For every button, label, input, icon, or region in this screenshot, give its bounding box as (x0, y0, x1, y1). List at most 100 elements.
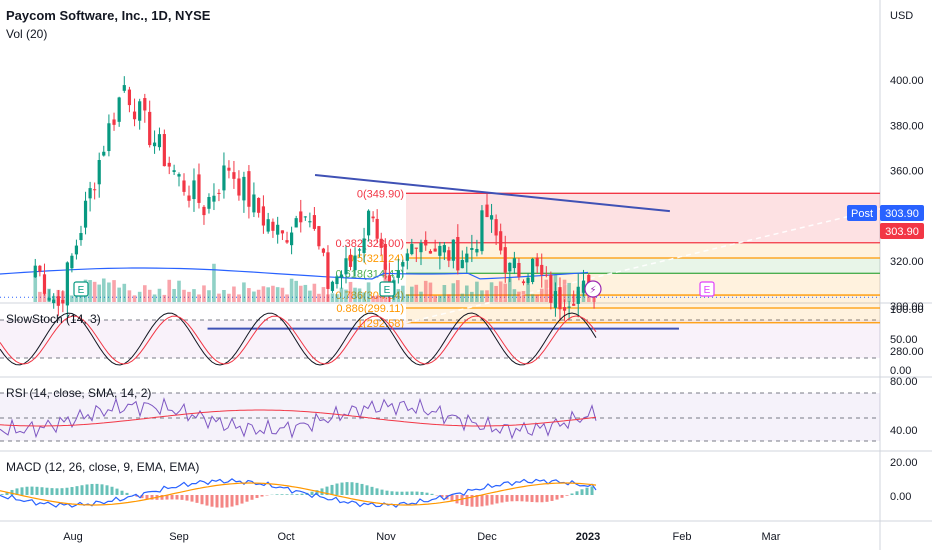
volume-bar (303, 284, 308, 302)
candlesticks[interactable] (33, 76, 596, 322)
fib-level-label: 0.886(299.11) (336, 303, 404, 315)
candle-body (138, 101, 142, 121)
candle-body (97, 160, 101, 185)
fib-zone (406, 273, 880, 296)
candle-body (576, 286, 580, 304)
candle-body (581, 280, 586, 293)
slowstoch-d-line (0, 315, 597, 365)
volume-bar (271, 285, 275, 302)
macd-histogram-bar (295, 494, 299, 495)
volume-bar (405, 294, 410, 302)
dividend-marker-bg (584, 280, 602, 298)
candle-body (465, 253, 469, 263)
trendlines[interactable] (207, 174, 679, 330)
volume-bar (294, 280, 298, 302)
macd-histogram-bar (460, 495, 464, 505)
candle-body (280, 230, 285, 234)
chart-title: Paycom Software, Inc., 1D, NYSE (6, 8, 211, 23)
volume-bar (127, 290, 132, 302)
volume-bar (227, 293, 231, 302)
candle-body (521, 281, 526, 284)
macd-histogram-bar (65, 487, 69, 495)
volume-bar (157, 288, 162, 302)
rsi-tick-label: 80.00 (890, 376, 918, 388)
earnings-marker[interactable]: E (73, 281, 89, 297)
stoch-band (0, 320, 880, 358)
macd-histogram-bar (360, 483, 364, 495)
fib-level-label: 0(349.90) (357, 188, 404, 200)
volume-bar (261, 286, 266, 302)
candle-body (271, 221, 275, 231)
candle-body (232, 172, 236, 179)
macd-histogram-bar (5, 491, 9, 495)
dividend-marker[interactable]: ⚡ (584, 280, 602, 298)
volume-bar (480, 290, 484, 302)
macd-histogram-bar (275, 494, 279, 495)
volume-bar (97, 284, 102, 302)
macd-histogram-bar (405, 491, 409, 495)
candle-body (122, 85, 126, 91)
volume-bar (353, 287, 357, 302)
macd-histogram-bar (185, 495, 189, 501)
macd-histogram-bar (370, 486, 374, 495)
candle-body (303, 216, 307, 218)
earnings-marker[interactable]: E (379, 281, 395, 297)
volume-bar (544, 279, 549, 302)
macd-histogram-bar (565, 495, 569, 496)
candle-body (508, 262, 512, 272)
volume-bar (256, 289, 261, 302)
price-tick-label: 360.00 (890, 166, 924, 178)
candle-body (222, 165, 226, 191)
candle-body (562, 307, 567, 311)
candle-body (480, 210, 484, 252)
volume-bar (275, 287, 280, 302)
slowstoch-label: SlowStoch (14, 3) (6, 312, 101, 326)
macd-histogram-bar (215, 495, 219, 508)
price-tick-label: 380.00 (890, 120, 924, 132)
macd-histogram-bar (290, 494, 294, 495)
fibonacci-retracement[interactable]: 0(349.90)0.382(328.00)0.5(321.24)0.618(3… (0, 188, 881, 330)
macd-histogram-bar (355, 482, 359, 495)
macd-histogram-bar (225, 495, 229, 508)
volume-bar (112, 280, 116, 302)
time-tick-label: Nov (376, 531, 396, 543)
volume-bar (147, 289, 152, 302)
candle-body (321, 248, 326, 253)
time-tick-label: Sep (169, 531, 189, 543)
candle-body (489, 215, 494, 220)
candle-body (237, 178, 241, 196)
macd-histogram-bar (25, 486, 29, 495)
macd-histogram-bar (375, 488, 379, 495)
macd-histogram-bar (200, 495, 204, 505)
upcoming-earnings-marker[interactable]: E (699, 281, 715, 297)
volume-bar (521, 291, 526, 302)
candle-body (157, 134, 162, 148)
volume-bar (330, 293, 335, 302)
volume-bar (517, 291, 521, 302)
candle-body (587, 274, 591, 284)
candle-body (70, 255, 74, 269)
volume-bar (447, 294, 451, 302)
fib-zone (406, 295, 880, 309)
macd-histogram-bar (480, 495, 484, 507)
volume-bar (508, 278, 512, 302)
candle-body (38, 265, 42, 272)
candle-body (414, 247, 418, 249)
earnings-marker-letter: E (704, 285, 711, 296)
macd-histogram-bar (15, 488, 19, 495)
candle-body (475, 248, 479, 253)
candle-body (433, 248, 437, 252)
candle-body (117, 97, 121, 122)
macd-histogram-bar (300, 493, 304, 495)
volume-bar (132, 295, 137, 302)
candle-body (172, 170, 176, 172)
macd-histogram-bar (55, 488, 59, 495)
volume-bar (456, 280, 460, 302)
candle-body (217, 192, 221, 194)
volume-bar (451, 283, 456, 302)
volume-bar (289, 278, 294, 302)
macd-histogram-bar (345, 482, 349, 495)
macd-histogram-bar (100, 484, 104, 495)
macd-tick-label: 20.00 (890, 457, 918, 469)
